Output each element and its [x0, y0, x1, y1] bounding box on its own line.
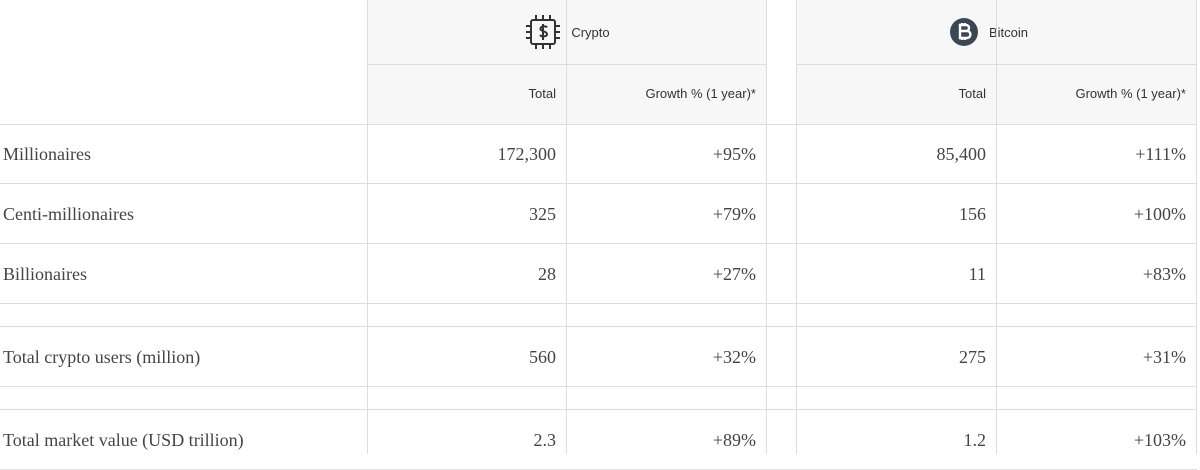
- column-line: [766, 0, 767, 454]
- cell-value: +31%: [1142, 347, 1186, 367]
- cell-value: 172,300: [497, 144, 557, 164]
- group-header: Crypto: [368, 0, 767, 64]
- cell-value: 11: [968, 264, 986, 284]
- column-line: [996, 0, 997, 454]
- cell-value: +32%: [712, 347, 756, 367]
- row-line: [0, 409, 1197, 410]
- column-line: [796, 0, 797, 454]
- crypto-header-bg: [368, 0, 767, 124]
- group-label: Bitcoin: [989, 24, 1029, 40]
- column-header: Growth % (1 year)*: [1075, 86, 1186, 101]
- header-line: [797, 64, 1197, 65]
- crypto-icon: [526, 15, 561, 49]
- cell-value: +27%: [712, 264, 756, 284]
- row-label: Billionaires: [3, 264, 87, 284]
- cell-value: +95%: [712, 144, 756, 164]
- row-line: [0, 326, 1197, 327]
- header-line: [368, 64, 767, 65]
- column-header: Total: [528, 86, 556, 101]
- column-line: [367, 0, 368, 454]
- column-header: Total: [958, 86, 986, 101]
- cell-value: +89%: [712, 430, 756, 450]
- cell-value: +100%: [1133, 204, 1186, 224]
- column-header: Growth % (1 year)*: [645, 86, 756, 101]
- row-line: [0, 183, 1197, 184]
- row-line: [0, 243, 1197, 244]
- cell-value: 560: [529, 347, 556, 367]
- column-line: [1196, 0, 1197, 454]
- group-label: Crypto: [571, 24, 610, 40]
- cell-value: 2.3: [533, 430, 557, 450]
- column-line: [566, 0, 567, 454]
- bitcoin-header-bg: [797, 0, 1197, 124]
- cell-value: 325: [529, 204, 556, 224]
- cell-value: 85,400: [936, 144, 987, 164]
- group-header: Bitcoin: [797, 0, 1197, 64]
- row-line: [0, 124, 1197, 125]
- row-line: [0, 386, 1197, 387]
- row-label: Centi-millionaires: [3, 204, 134, 224]
- cell-value: +103%: [1133, 430, 1186, 450]
- cell-value: 28: [538, 264, 556, 284]
- cell-value: 275: [959, 347, 986, 367]
- cell-value: +79%: [712, 204, 756, 224]
- row-label: Total market value (USD trillion): [3, 430, 244, 450]
- bitcoin-icon: [950, 18, 978, 46]
- cell-value: +111%: [1135, 144, 1186, 164]
- cell-value: +83%: [1142, 264, 1186, 284]
- row-line: [0, 303, 1197, 304]
- cell-value: 156: [959, 204, 986, 224]
- row-label: Total crypto users (million): [3, 347, 201, 367]
- cell-value: 1.2: [963, 430, 987, 450]
- row-label: Millionaires: [3, 144, 91, 164]
